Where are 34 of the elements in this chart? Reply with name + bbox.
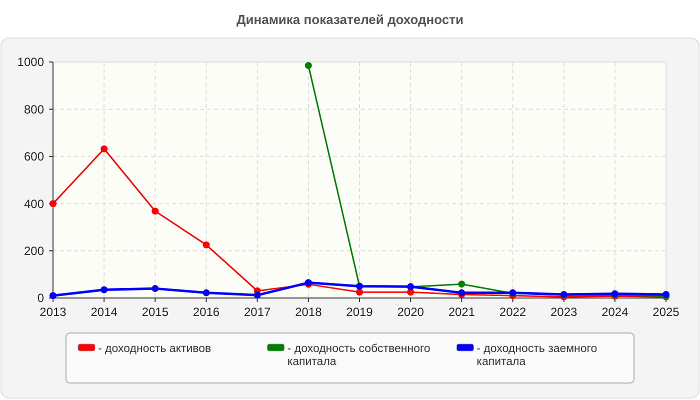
x-tick-label: 2025 [652, 305, 680, 319]
x-tick-label: 2020 [397, 305, 424, 319]
x-tick-label: 2014 [90, 305, 118, 319]
x-tick-label: 2017 [244, 305, 272, 319]
point [50, 200, 56, 208]
point [254, 292, 261, 299]
point [152, 208, 159, 215]
y-tick-label: 600 [24, 150, 44, 164]
point [458, 280, 466, 288]
x-tick-label: 2015 [142, 305, 169, 319]
point [304, 62, 312, 70]
legend-label: - доходность активов [98, 343, 212, 355]
chart-title: Динамика показателей доходности [236, 12, 464, 27]
y-tick-label: 400 [24, 196, 44, 211]
point [100, 286, 108, 294]
y-tick-label: 1000 [17, 55, 44, 70]
x-tick-label: 2016 [192, 305, 220, 319]
y-tick-label: 0 [37, 291, 44, 306]
x-tick-label: 2013 [40, 305, 67, 319]
point [356, 288, 363, 296]
x-tick-label: 2023 [550, 305, 578, 319]
y-tick-label: 200 [24, 244, 44, 258]
x-tick-label: 2022 [499, 305, 526, 319]
x-tick-label: 2019 [346, 305, 374, 319]
y-tick-label: 800 [24, 102, 44, 116]
point [202, 289, 210, 296]
x-tick-label: 2021 [448, 305, 476, 319]
x-tick-label: 2018 [295, 305, 322, 319]
point [202, 241, 210, 248]
legend-label: - доходность заемного капитала [476, 343, 598, 368]
point [152, 285, 159, 292]
x-tick-label: 2024 [602, 305, 629, 319]
point [100, 145, 108, 152]
legend-label: - доходность собственного капитала [287, 343, 430, 368]
